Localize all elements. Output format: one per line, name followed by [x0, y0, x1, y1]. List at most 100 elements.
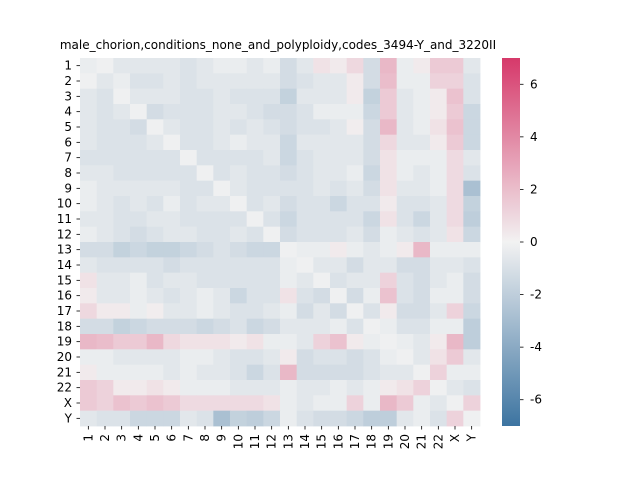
heatmap-cell — [263, 272, 281, 289]
heatmap-cell — [463, 349, 481, 366]
heatmap-cell — [113, 150, 131, 166]
heatmap-cell — [163, 257, 181, 274]
heatmap-cell — [96, 73, 114, 90]
heatmap-cell — [113, 272, 131, 289]
heatmap-cell — [163, 303, 181, 320]
heatmap-cell — [196, 364, 214, 381]
heatmap-cell — [213, 73, 231, 90]
colorbar-tick-label: 6 — [530, 77, 538, 91]
heatmap-cell — [230, 88, 248, 105]
column-tick-label: 8 — [198, 434, 212, 442]
heatmap-cell — [180, 272, 198, 289]
heatmap-cell — [80, 165, 98, 182]
row-tick-label: 21 — [57, 365, 72, 379]
heatmap-cell — [163, 58, 181, 74]
heatmap-cell — [246, 119, 264, 136]
heatmap-cell — [263, 180, 281, 197]
heatmap-cell — [263, 334, 281, 350]
heatmap-cell — [280, 395, 298, 412]
heatmap-cell — [446, 73, 464, 90]
heatmap-cell — [313, 257, 331, 274]
heatmap-cell — [113, 303, 131, 320]
heatmap-cell — [96, 242, 114, 258]
chart-title: male_chorion,conditions_none_and_polyplo… — [60, 38, 496, 52]
heatmap-cell — [380, 180, 398, 197]
heatmap-cell — [230, 334, 248, 350]
heatmap-cell — [263, 134, 281, 151]
heatmap-cell — [246, 410, 264, 427]
heatmap-cell — [430, 257, 448, 274]
heatmap-cell — [263, 104, 281, 120]
heatmap-cell — [113, 73, 131, 90]
column-tick-label: 13 — [281, 434, 295, 449]
column-tick-label: 12 — [265, 434, 279, 449]
heatmap-cell — [296, 410, 314, 427]
heatmap-cells — [80, 58, 481, 427]
heatmap-cell — [213, 257, 231, 274]
heatmap-cell — [196, 257, 214, 274]
heatmap-cell — [80, 88, 98, 105]
heatmap-cell — [346, 180, 364, 197]
heatmap-cell — [413, 211, 431, 228]
heatmap-cell — [430, 165, 448, 182]
heatmap-cell — [396, 334, 414, 350]
heatmap-cell — [130, 180, 148, 197]
heatmap-cell — [396, 257, 414, 274]
heatmap-cell — [330, 134, 348, 151]
column-tick-label: X — [448, 434, 462, 442]
heatmap-cell — [430, 88, 448, 105]
row-tick-label: 10 — [57, 197, 72, 211]
heatmap-cell — [263, 242, 281, 258]
heatmap-cell — [363, 150, 381, 166]
heatmap-cell — [446, 288, 464, 304]
heatmap-cell — [80, 318, 98, 335]
heatmap-cell — [80, 410, 98, 427]
heatmap-cell — [430, 410, 448, 427]
heatmap-cell — [280, 180, 298, 197]
heatmap-cell — [213, 58, 231, 74]
row-tick-label: 7 — [64, 151, 72, 165]
heatmap-cell — [213, 395, 231, 412]
heatmap-cell — [380, 288, 398, 304]
heatmap-cell — [213, 364, 231, 381]
heatmap-cell — [80, 395, 98, 412]
heatmap-cell — [146, 272, 164, 289]
heatmap-cell — [363, 364, 381, 381]
heatmap-cell — [230, 73, 248, 90]
heatmap-cell — [413, 318, 431, 335]
heatmap-cell — [113, 242, 131, 258]
heatmap-cell — [196, 88, 214, 105]
heatmap-cell — [196, 242, 214, 258]
heatmap-cell — [430, 196, 448, 212]
heatmap-cell — [346, 272, 364, 289]
heatmap-cell — [146, 211, 164, 228]
heatmap-cell — [80, 380, 98, 396]
heatmap-cell — [113, 196, 131, 212]
heatmap-cell — [196, 211, 214, 228]
heatmap-cell — [96, 104, 114, 120]
heatmap-cell — [246, 73, 264, 90]
heatmap-cell — [313, 380, 331, 396]
heatmap-cell — [96, 334, 114, 350]
colorbar-tick-label: 0 — [530, 235, 538, 249]
heatmap-cell — [196, 349, 214, 366]
heatmap-cell — [313, 196, 331, 212]
heatmap-cell — [196, 134, 214, 151]
heatmap-cell — [130, 364, 148, 381]
heatmap-cell — [396, 272, 414, 289]
heatmap-cell — [430, 134, 448, 151]
heatmap-cell — [446, 134, 464, 151]
heatmap-cell — [363, 226, 381, 243]
row-tick-label: 8 — [64, 166, 72, 180]
column-tick-label: 2 — [98, 434, 112, 442]
heatmap-cell — [280, 257, 298, 274]
heatmap-cell — [446, 196, 464, 212]
heatmap-cell — [180, 364, 198, 381]
heatmap-cell — [413, 395, 431, 412]
heatmap-cell — [446, 364, 464, 381]
heatmap-cell — [330, 88, 348, 105]
heatmap-cell — [296, 134, 314, 151]
heatmap-cell — [313, 211, 331, 228]
heatmap-cell — [446, 395, 464, 412]
heatmap-cell — [363, 380, 381, 396]
